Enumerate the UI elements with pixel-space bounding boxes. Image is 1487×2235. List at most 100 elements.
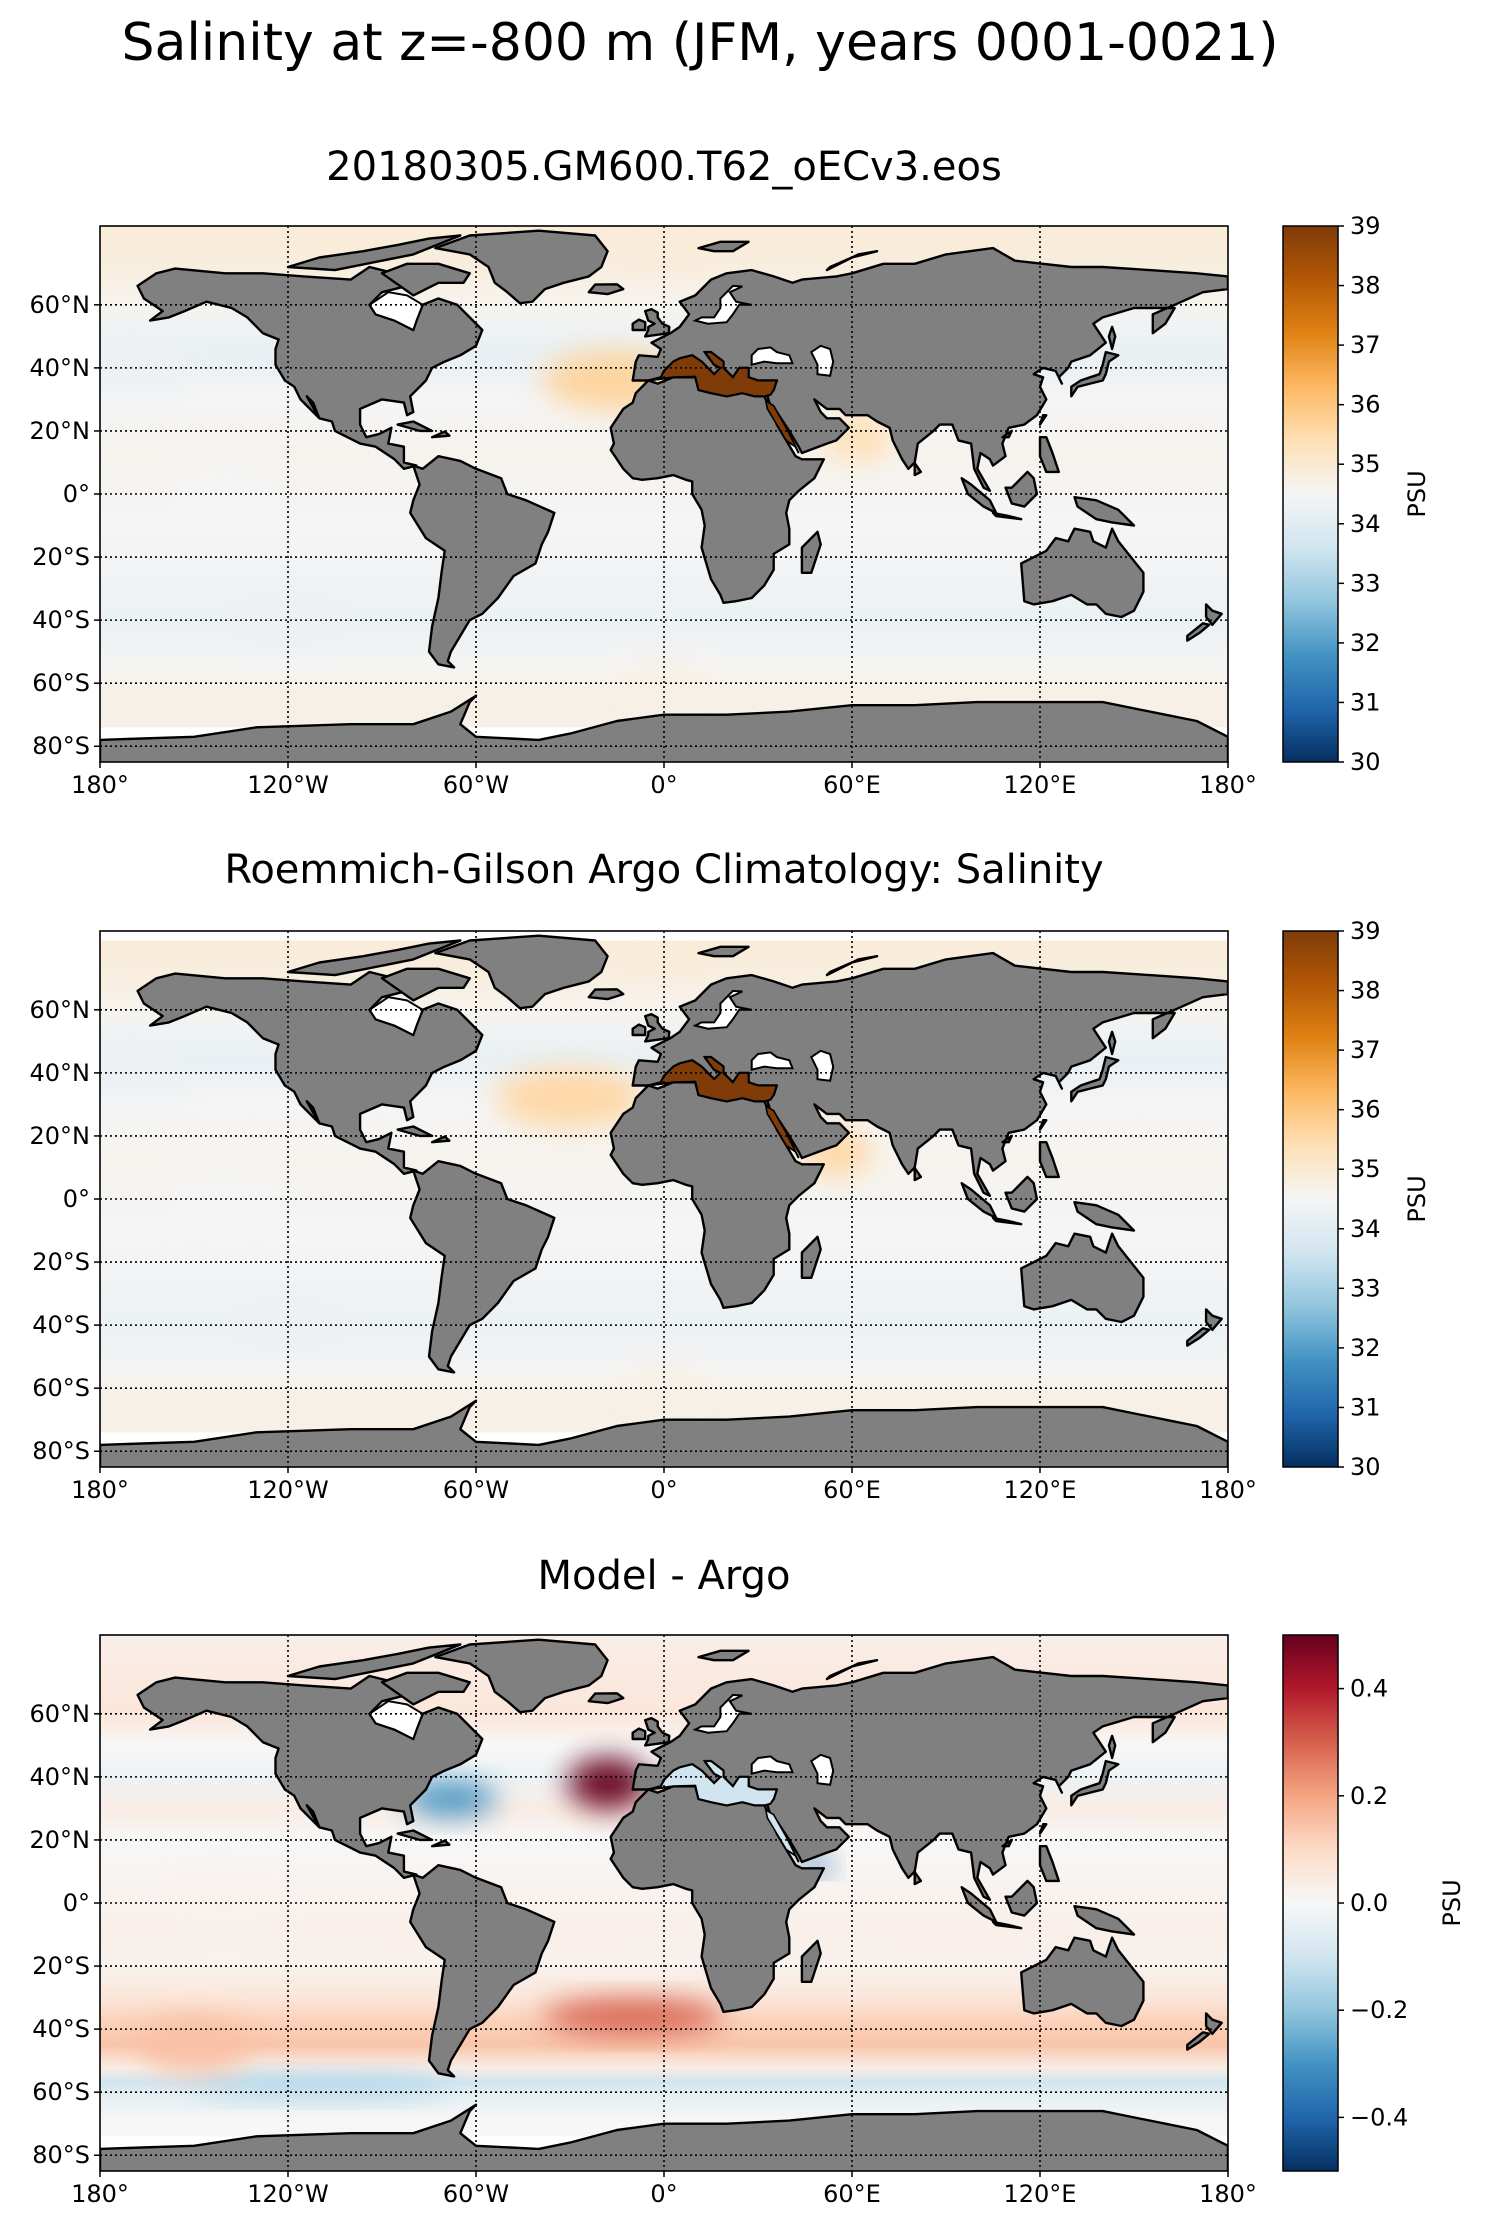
land-borneo xyxy=(1004,470,1039,508)
land-java xyxy=(991,1920,1023,1930)
x-tick-label: 60°W xyxy=(443,1476,509,1504)
land-australia xyxy=(1020,527,1145,619)
colorbar-tick-label: 35 xyxy=(1350,450,1381,478)
colorbar-tick-label: 32 xyxy=(1350,1334,1381,1362)
gridlines xyxy=(100,931,1228,1467)
y-tick-label: 80°S xyxy=(32,732,90,760)
land xyxy=(100,229,1228,762)
colorbar-gradient xyxy=(1282,225,1339,763)
land-svalbard xyxy=(697,945,750,958)
mediterranean-sea-fill xyxy=(648,1056,779,1103)
land-kamchatka-isl xyxy=(1107,1734,1117,1760)
y-tick-label: 40°S xyxy=(32,2015,90,2043)
land-baffin xyxy=(380,262,471,297)
gridlines xyxy=(100,226,1228,762)
caspian-sea-fill xyxy=(810,1049,835,1082)
y-tick-label: 40°S xyxy=(32,606,90,634)
y-tick-label: 60°S xyxy=(32,669,90,697)
x-tick-label: 120°W xyxy=(247,2180,329,2208)
land-new-zealand-s xyxy=(1186,622,1211,642)
land-uk xyxy=(644,308,671,338)
field-value-5 xyxy=(609,1366,719,1423)
x-tick-label: 180° xyxy=(1199,2180,1257,2208)
land-baffin xyxy=(380,1671,471,1706)
field-value-6 xyxy=(100,1044,187,1101)
colorbar-tick-label: 35 xyxy=(1350,1155,1381,1183)
land-cuba xyxy=(396,1829,434,1842)
land-new-guinea xyxy=(1073,1905,1136,1936)
colorbar-tick-label: 33 xyxy=(1350,569,1381,597)
land-baffin xyxy=(380,967,471,1002)
colorbar-tick-label: −0.4 xyxy=(1350,2103,1408,2131)
land-borneo xyxy=(1004,1175,1039,1213)
y-tick-label: 20°S xyxy=(32,1248,90,1276)
x-tick-label: 180° xyxy=(71,2180,129,2208)
land-svalbard xyxy=(697,1649,750,1662)
x-tick-label: 180° xyxy=(71,771,129,799)
y-tick-label: 40°N xyxy=(30,354,91,382)
land-madagascar xyxy=(800,1235,822,1279)
colorbar-tick-label: 38 xyxy=(1350,272,1381,300)
panel-3: Model - Argo 60°N 40°N 20°N 0° 20°S 40°S 60°S 80… xyxy=(30,1553,1467,2208)
black-sea-fill xyxy=(750,346,794,366)
black-sea-fill xyxy=(750,1051,794,1071)
panel-2: Roemmich-Gilson Argo Climatology: Salini… xyxy=(30,847,1432,1504)
colorbar-tick-label: 39 xyxy=(1350,917,1381,945)
field-value-2 xyxy=(405,1780,496,1817)
field-value-6 xyxy=(100,339,187,396)
x-tick-label: 60°E xyxy=(823,1476,881,1504)
colorbar-tick-label: 39 xyxy=(1350,212,1381,240)
colorbar: −0.4 −0.2 0.0 0.2 0.4 PSU xyxy=(1282,1634,1466,2172)
colorbar-tick-label: 30 xyxy=(1350,748,1381,776)
land-java xyxy=(991,1216,1023,1226)
land-kamchatka-isl xyxy=(1107,1030,1117,1056)
colorbar-tick-label: 38 xyxy=(1350,977,1381,1005)
land-new-guinea xyxy=(1073,496,1136,527)
land-greenland xyxy=(434,229,609,305)
field-value-8 xyxy=(233,592,343,649)
land-hainan xyxy=(1001,429,1013,439)
panel-title: 20180305.GM600.T62_oECv3.eos xyxy=(326,144,1002,190)
land-kamchatka-isl xyxy=(1107,325,1117,351)
land-hainan xyxy=(1001,1838,1013,1848)
land-sri-lanka xyxy=(913,1166,923,1182)
hudson-bay-fill xyxy=(368,996,424,1037)
baltic-sea-fill xyxy=(692,284,752,325)
land-canadian-archipelago xyxy=(286,939,462,977)
y-tick-label: 20°S xyxy=(32,1952,90,1980)
land-taiwan xyxy=(1038,1119,1048,1131)
land-novaya-zemlya xyxy=(825,1659,879,1681)
land-novaya-zemlya xyxy=(825,955,879,977)
land-south-america xyxy=(409,1160,556,1374)
colorbar-tick-label: 0.4 xyxy=(1350,1675,1388,1703)
y-tick-label: 60°N xyxy=(30,291,91,319)
colorbar-tick-label: 33 xyxy=(1350,1274,1381,1302)
x-tick-label: 60°W xyxy=(443,771,509,799)
colorbar-tick-label: 36 xyxy=(1350,391,1381,419)
field-value-2 xyxy=(495,1068,645,1129)
hudson-bay-fill xyxy=(368,1700,424,1741)
colorbar-gradient xyxy=(1282,930,1339,1468)
land-novaya-zemlya xyxy=(825,250,879,272)
land-hainan xyxy=(1001,1134,1013,1144)
map-area xyxy=(100,931,1228,1467)
field-value-4 xyxy=(609,226,719,264)
y-tick-label: 60°N xyxy=(30,996,91,1024)
y-tick-label: 40°N xyxy=(30,1059,91,1087)
colorbar-tick-label: 31 xyxy=(1350,1393,1381,1421)
land-iceland xyxy=(587,283,625,296)
mediterranean-sea-fill xyxy=(648,1760,779,1807)
colorbar-tick-label: 32 xyxy=(1350,629,1381,657)
colorbar-tick-label: 31 xyxy=(1350,688,1381,716)
x-tick-label: 120°E xyxy=(1004,771,1077,799)
field-value-7 xyxy=(139,2016,249,2073)
land-taiwan xyxy=(1038,1823,1048,1835)
panel-title: Model - Argo xyxy=(538,1553,791,1599)
land-new-zealand-s xyxy=(1186,2031,1211,2051)
colorbar-label: PSU xyxy=(1438,1879,1466,1926)
land-uk xyxy=(644,1717,671,1747)
land-hispaniola xyxy=(430,1135,451,1144)
land-new-guinea xyxy=(1073,1201,1136,1232)
mediterranean-sea-fill xyxy=(648,351,779,398)
x-tick-label: 60°E xyxy=(823,2180,881,2208)
